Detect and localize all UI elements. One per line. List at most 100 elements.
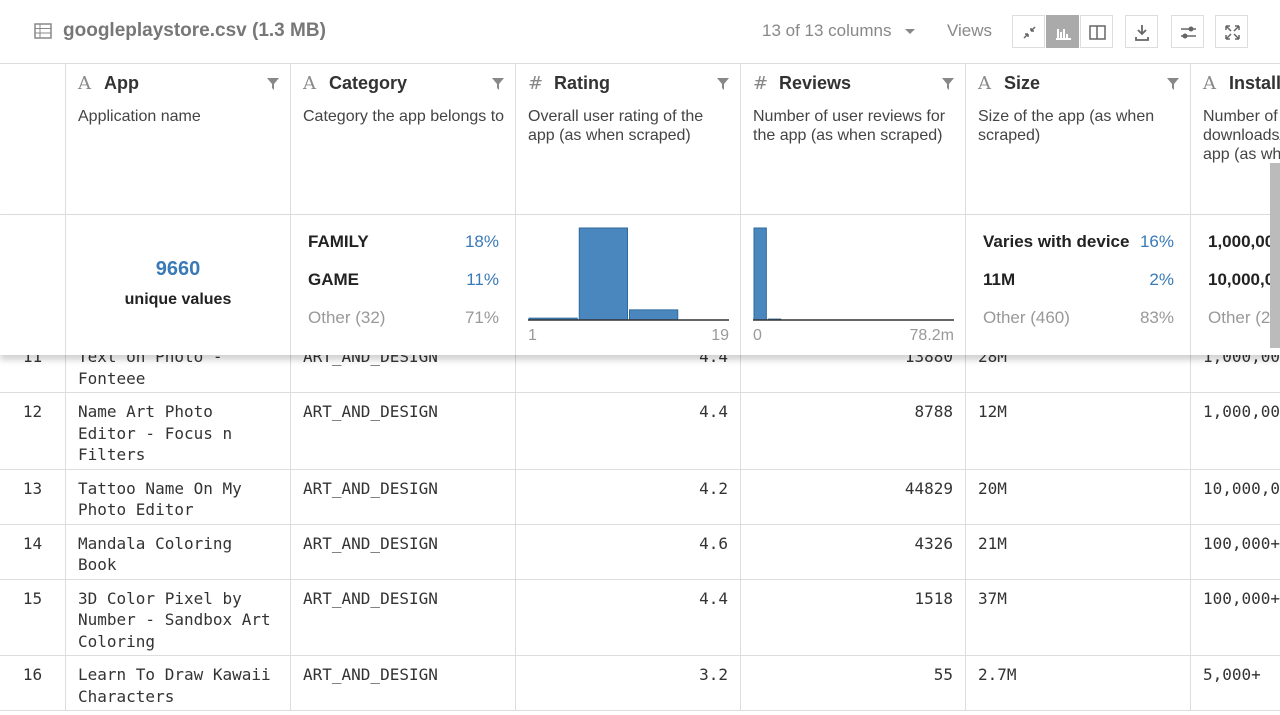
table-cell: 1,000,000+ (1190, 393, 1280, 469)
top-percent: 2% (1149, 270, 1174, 289)
table-cell: 44829 (740, 469, 965, 524)
file-title: googleplaystore.csv (1.3 MB) (63, 20, 326, 41)
column-description: Application name (78, 108, 201, 125)
table-cell: 4.2 (515, 469, 740, 524)
table-cell: 12M (965, 393, 1190, 469)
compact-button[interactable] (1012, 15, 1045, 48)
table-cell: 4326 (740, 524, 965, 579)
column-summary: 9660 unique values (65, 215, 290, 355)
column-headers: A App Application name A Category Category th… (0, 64, 1280, 215)
table-cell: ART_AND_DESIGN (290, 469, 515, 524)
toolbar: googleplaystore.csv (1.3 MB) 13 of 13 co… (0, 0, 1280, 64)
top-percent: 18% (464, 232, 499, 251)
table-cell: 4.6 (515, 524, 740, 579)
histogram-max: 78.2m (910, 327, 954, 344)
column-header: A App Application name (65, 64, 290, 215)
table-cell: 3.2 (515, 656, 740, 710)
split-view-button[interactable] (1080, 15, 1113, 48)
table-row: 12 Name Art Photo Editor - Focus n Filter… (0, 393, 1280, 470)
table-cell: 3D Color Pixel by Number - Sandbox Art C… (65, 579, 290, 655)
table-cell: Mandala Coloring Book (65, 524, 290, 579)
top-value: FAMILY (308, 232, 369, 251)
table-cell: ART_AND_DESIGN (290, 524, 515, 579)
column-name: Size (1004, 73, 1041, 93)
histogram-bar (578, 227, 628, 321)
top-percent: 16% (1139, 232, 1174, 251)
filter-icon[interactable] (941, 77, 955, 91)
type-icon: A (303, 73, 316, 94)
table-cell: 4.4 (515, 393, 740, 469)
column-header: # Reviews Number of user reviews for the a… (740, 64, 965, 215)
filter-shape (1167, 78, 1179, 90)
column-description: Number of user reviews for the app (as w… (753, 108, 946, 144)
table-cell: 10,000,000+ (1190, 469, 1280, 524)
table-cell: 55 (740, 656, 965, 710)
column-description: Overall user rating of the app (as when … (528, 108, 704, 144)
fullscreen-button[interactable] (1215, 15, 1248, 48)
download-button[interactable] (1125, 15, 1158, 48)
table-cell: 1518 (740, 579, 965, 655)
caret (905, 29, 916, 34)
filter-icon[interactable] (1166, 77, 1180, 91)
column-description: Category the app belongs to (303, 108, 505, 125)
unique-label: unique values (124, 291, 232, 308)
table-cell: 21M (965, 524, 1190, 579)
columns-selector[interactable]: 13 of 13 columns (762, 21, 916, 41)
histogram-min: 0 (753, 327, 762, 344)
table-cell: Learn To Draw Kawaii Characters (65, 656, 290, 710)
filter-icon[interactable] (491, 77, 505, 91)
table-cell: ART_AND_DESIGN (290, 579, 515, 655)
column-summary: 1,000,000+ 10,000,000+ Other (20) (1190, 215, 1280, 355)
column-header: A Installs Number of downloads/installs fo… (1190, 64, 1280, 215)
column-summary: Varies with device 16% 11M 2% Other (460) 83% (965, 215, 1190, 355)
filter-shape (492, 78, 504, 90)
column-header: A Size Size of the app (as when scraped) (965, 64, 1190, 215)
top-value: 1,000,000+ (1208, 232, 1280, 251)
row-index: 15 (22, 588, 43, 608)
table-row: 16 Learn To Draw Kawaii Characters ART_AND… (0, 656, 1280, 711)
table-cell: 20M (965, 469, 1190, 524)
table-cell: 100,000+ (1190, 524, 1280, 579)
filter-shape (717, 78, 729, 90)
table-cell: 8788 (740, 393, 965, 469)
settings-button[interactable] (1171, 15, 1204, 48)
unique-count: 9660 (155, 258, 201, 280)
table-row: 13 Tattoo Name On My Photo Editor ART_AND_… (0, 469, 1280, 525)
top-value: Other (20) (1208, 308, 1280, 327)
top-value: Varies with device (983, 232, 1130, 251)
histogram-bar (629, 309, 679, 321)
table-cell: 4.4 (515, 579, 740, 655)
histogram-min: 1 (528, 327, 537, 344)
row-index: 14 (22, 533, 43, 553)
type-icon: A (78, 73, 91, 94)
column-summary: 0 78.2m (740, 215, 965, 355)
top-percent: 11% (466, 270, 499, 289)
scrollbar[interactable] (1270, 163, 1280, 348)
column-description: Size of the app (as when scraped) (978, 108, 1155, 144)
top-percent: 71% (464, 308, 499, 327)
row-index: 12 (22, 402, 43, 421)
filter-icon[interactable] (716, 77, 730, 91)
filter-icon[interactable] (266, 77, 280, 91)
column-name: Installs (1229, 73, 1280, 93)
column-name: Category (329, 73, 408, 93)
index-header (0, 64, 65, 215)
table-cell: ART_AND_DESIGN (290, 393, 515, 469)
histogram: 1 19 (528, 227, 729, 344)
top-value: GAME (308, 270, 359, 289)
filter-shape (267, 78, 279, 90)
top-value: 10,000,000+ (1208, 270, 1280, 289)
table-cell: Tattoo Name On My Photo Editor (65, 469, 290, 524)
summary-view-button[interactable] (1046, 15, 1079, 48)
table-row: 15 3D Color Pixel by Number - Sandbox Art… (0, 579, 1280, 656)
column-header: # Rating Overall user rating of the app (a… (515, 64, 740, 215)
histogram-max: 19 (711, 327, 729, 344)
column-name: Rating (554, 73, 610, 93)
top-value: 11M (983, 270, 1016, 289)
table-cell: Name Art Photo Editor - Focus n Filters (65, 393, 290, 469)
column-description: Number of downloads/installs for the app… (1203, 108, 1280, 163)
histogram: 0 78.2m (753, 227, 954, 344)
top-value: Other (32) (308, 308, 386, 327)
histogram-bar (753, 227, 767, 321)
